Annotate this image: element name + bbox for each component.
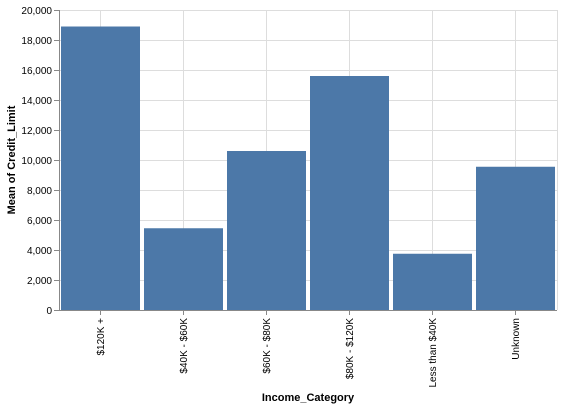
- x-tick-label: $120K +: [96, 318, 107, 356]
- y-tick-label: 14,000: [21, 96, 52, 107]
- y-tick-label: 20,000: [21, 6, 52, 17]
- x-tick-label: $60K - $80K: [262, 318, 273, 374]
- bar: [61, 26, 140, 310]
- bars: [61, 26, 555, 310]
- y-tick-label: 6,000: [27, 216, 52, 227]
- bar: [476, 166, 555, 310]
- y-tick-label: 8,000: [27, 186, 52, 197]
- x-tick-label: Unknown: [511, 318, 522, 360]
- bar: [310, 76, 389, 310]
- y-tick-label: 10,000: [21, 156, 52, 167]
- y-tick-label: 12,000: [21, 126, 52, 137]
- x-tick-label: Less than $40K: [428, 318, 439, 388]
- bar: [144, 228, 223, 310]
- x-tick-label: $80K - $120K: [345, 318, 356, 379]
- y-axis-title: Mean of Credit_Limit: [6, 105, 18, 214]
- y-tick-label: 4,000: [27, 246, 52, 257]
- y-tick-label: 0: [46, 306, 52, 317]
- y-tick-label: 16,000: [21, 66, 52, 77]
- x-tick-label: $40K - $60K: [179, 318, 190, 374]
- y-tick-label: 18,000: [21, 36, 52, 47]
- x-axis-title: Income_Category: [262, 392, 355, 404]
- bar: [227, 151, 306, 310]
- bar: [393, 253, 472, 310]
- y-tick-label: 2,000: [27, 276, 52, 287]
- axes: 0 2,000 4,000 6,000 8,000 10,000 12,000 14,000 1…: [21, 6, 557, 388]
